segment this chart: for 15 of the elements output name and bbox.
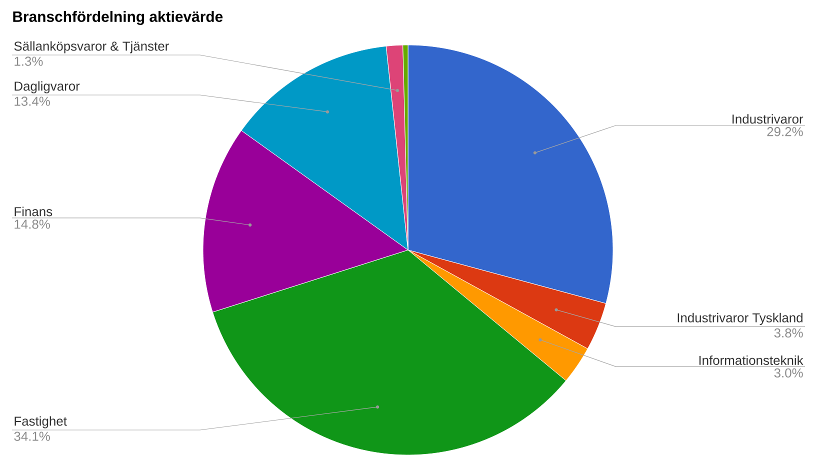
- data-label: 3.8%: [774, 328, 803, 338]
- slice-label: Industrivaror: [732, 114, 804, 124]
- slice-label: Industrivaror Tyskland: [678, 312, 802, 325]
- data-label: 3.0%: [774, 368, 803, 378]
- data-label: 13.4%: [14, 96, 50, 106]
- chart-title: Branschfördelning aktievärde: [13, 10, 223, 25]
- data-label: 1.3%: [14, 56, 43, 66]
- slice-label: Fastighet: [14, 416, 67, 428]
- slice-label: Finans: [14, 206, 52, 216]
- data-label: 29.2%: [767, 127, 803, 136]
- data-label: 34.1%: [14, 432, 50, 441]
- slice-label: Informationsteknik: [699, 355, 804, 365]
- slice-label: Dagligvaror: [14, 81, 80, 94]
- data-label: 14.8%: [14, 220, 50, 229]
- slice-label: Sällanköpsvaror & Tjänster: [14, 41, 169, 54]
